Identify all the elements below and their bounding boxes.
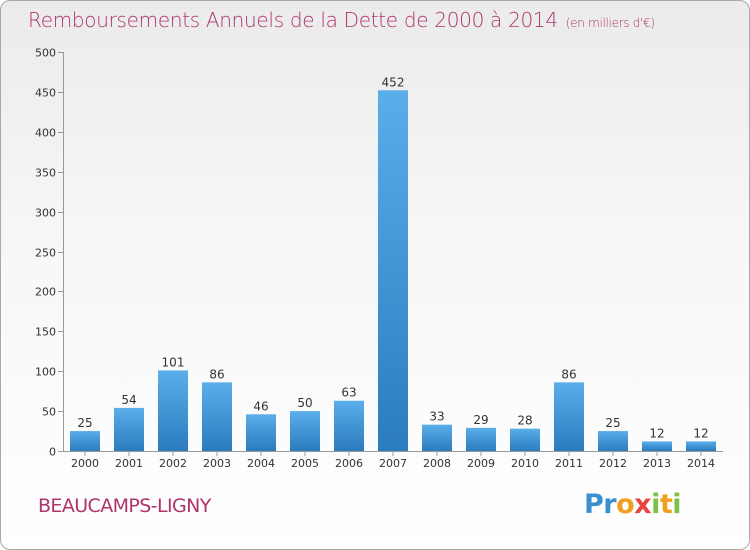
bar-value-label: 50 xyxy=(297,396,312,410)
x-tick-label: 2008 xyxy=(423,457,451,470)
bar xyxy=(290,411,320,451)
y-tick-label: 350 xyxy=(35,167,56,180)
bar xyxy=(202,382,232,451)
y-tick-label: 450 xyxy=(35,87,56,100)
y-tick-label: 150 xyxy=(35,326,56,339)
x-tick-label: 2000 xyxy=(71,457,99,470)
bar xyxy=(686,441,716,451)
bar-value-label: 46 xyxy=(253,399,268,413)
bar xyxy=(334,400,364,451)
bar xyxy=(598,431,628,451)
x-tick-label: 2013 xyxy=(643,457,671,470)
y-tick-label: 50 xyxy=(42,406,56,419)
bar-value-label: 33 xyxy=(429,410,444,424)
bar xyxy=(114,407,144,451)
bar xyxy=(246,414,276,451)
y-tick-label: 0 xyxy=(49,446,56,459)
x-tick-label: 2006 xyxy=(335,457,363,470)
chart-unit: (en milliers d'€) xyxy=(565,16,655,30)
x-tick-label: 2002 xyxy=(159,457,187,470)
commune-name: BEAUCAMPS-LIGNY xyxy=(38,495,211,517)
x-tick-label: 2010 xyxy=(511,457,539,470)
bar-value-label: 29 xyxy=(473,413,488,427)
bar xyxy=(466,427,496,451)
x-tick-label: 2012 xyxy=(599,457,627,470)
x-tick-label: 2001 xyxy=(115,457,143,470)
bar-value-label: 101 xyxy=(162,355,185,369)
bar-value-label: 12 xyxy=(693,426,708,440)
bar-value-label: 452 xyxy=(382,75,405,89)
bar-value-label: 25 xyxy=(77,416,92,430)
x-tick-label: 2004 xyxy=(247,457,275,470)
bar xyxy=(70,431,100,451)
x-tick-label: 2007 xyxy=(379,457,407,470)
bar-value-label: 12 xyxy=(649,426,664,440)
x-tick-label: 2005 xyxy=(291,457,319,470)
chart-title-text: Remboursements Annuels de la Dette de 20… xyxy=(28,8,558,32)
bar-value-label: 63 xyxy=(341,386,356,400)
x-tick-label: 2003 xyxy=(203,457,231,470)
bar-value-label: 54 xyxy=(121,393,136,407)
bar xyxy=(554,382,584,451)
bar xyxy=(158,370,188,451)
bar xyxy=(510,428,540,451)
proxiti-logo: Proxiti xyxy=(584,489,682,520)
bar-value-label: 25 xyxy=(605,416,620,430)
bar xyxy=(378,90,408,451)
y-tick-label: 200 xyxy=(35,286,56,299)
x-tick-label: 2011 xyxy=(555,457,583,470)
y-tick-label: 300 xyxy=(35,207,56,220)
y-tick-label: 100 xyxy=(35,366,56,379)
bar-value-label: 28 xyxy=(517,414,532,428)
chart-title: Remboursements Annuels de la Dette de 20… xyxy=(28,8,655,32)
x-tick-label: 2014 xyxy=(687,457,715,470)
bar xyxy=(422,424,452,451)
bar-value-label: 86 xyxy=(209,367,224,381)
bar-value-label: 86 xyxy=(561,367,576,381)
y-tick-label: 400 xyxy=(35,127,56,140)
y-tick-label: 250 xyxy=(35,247,56,260)
x-tick-label: 2009 xyxy=(467,457,495,470)
bar xyxy=(642,441,672,451)
y-tick-label: 500 xyxy=(35,47,56,60)
